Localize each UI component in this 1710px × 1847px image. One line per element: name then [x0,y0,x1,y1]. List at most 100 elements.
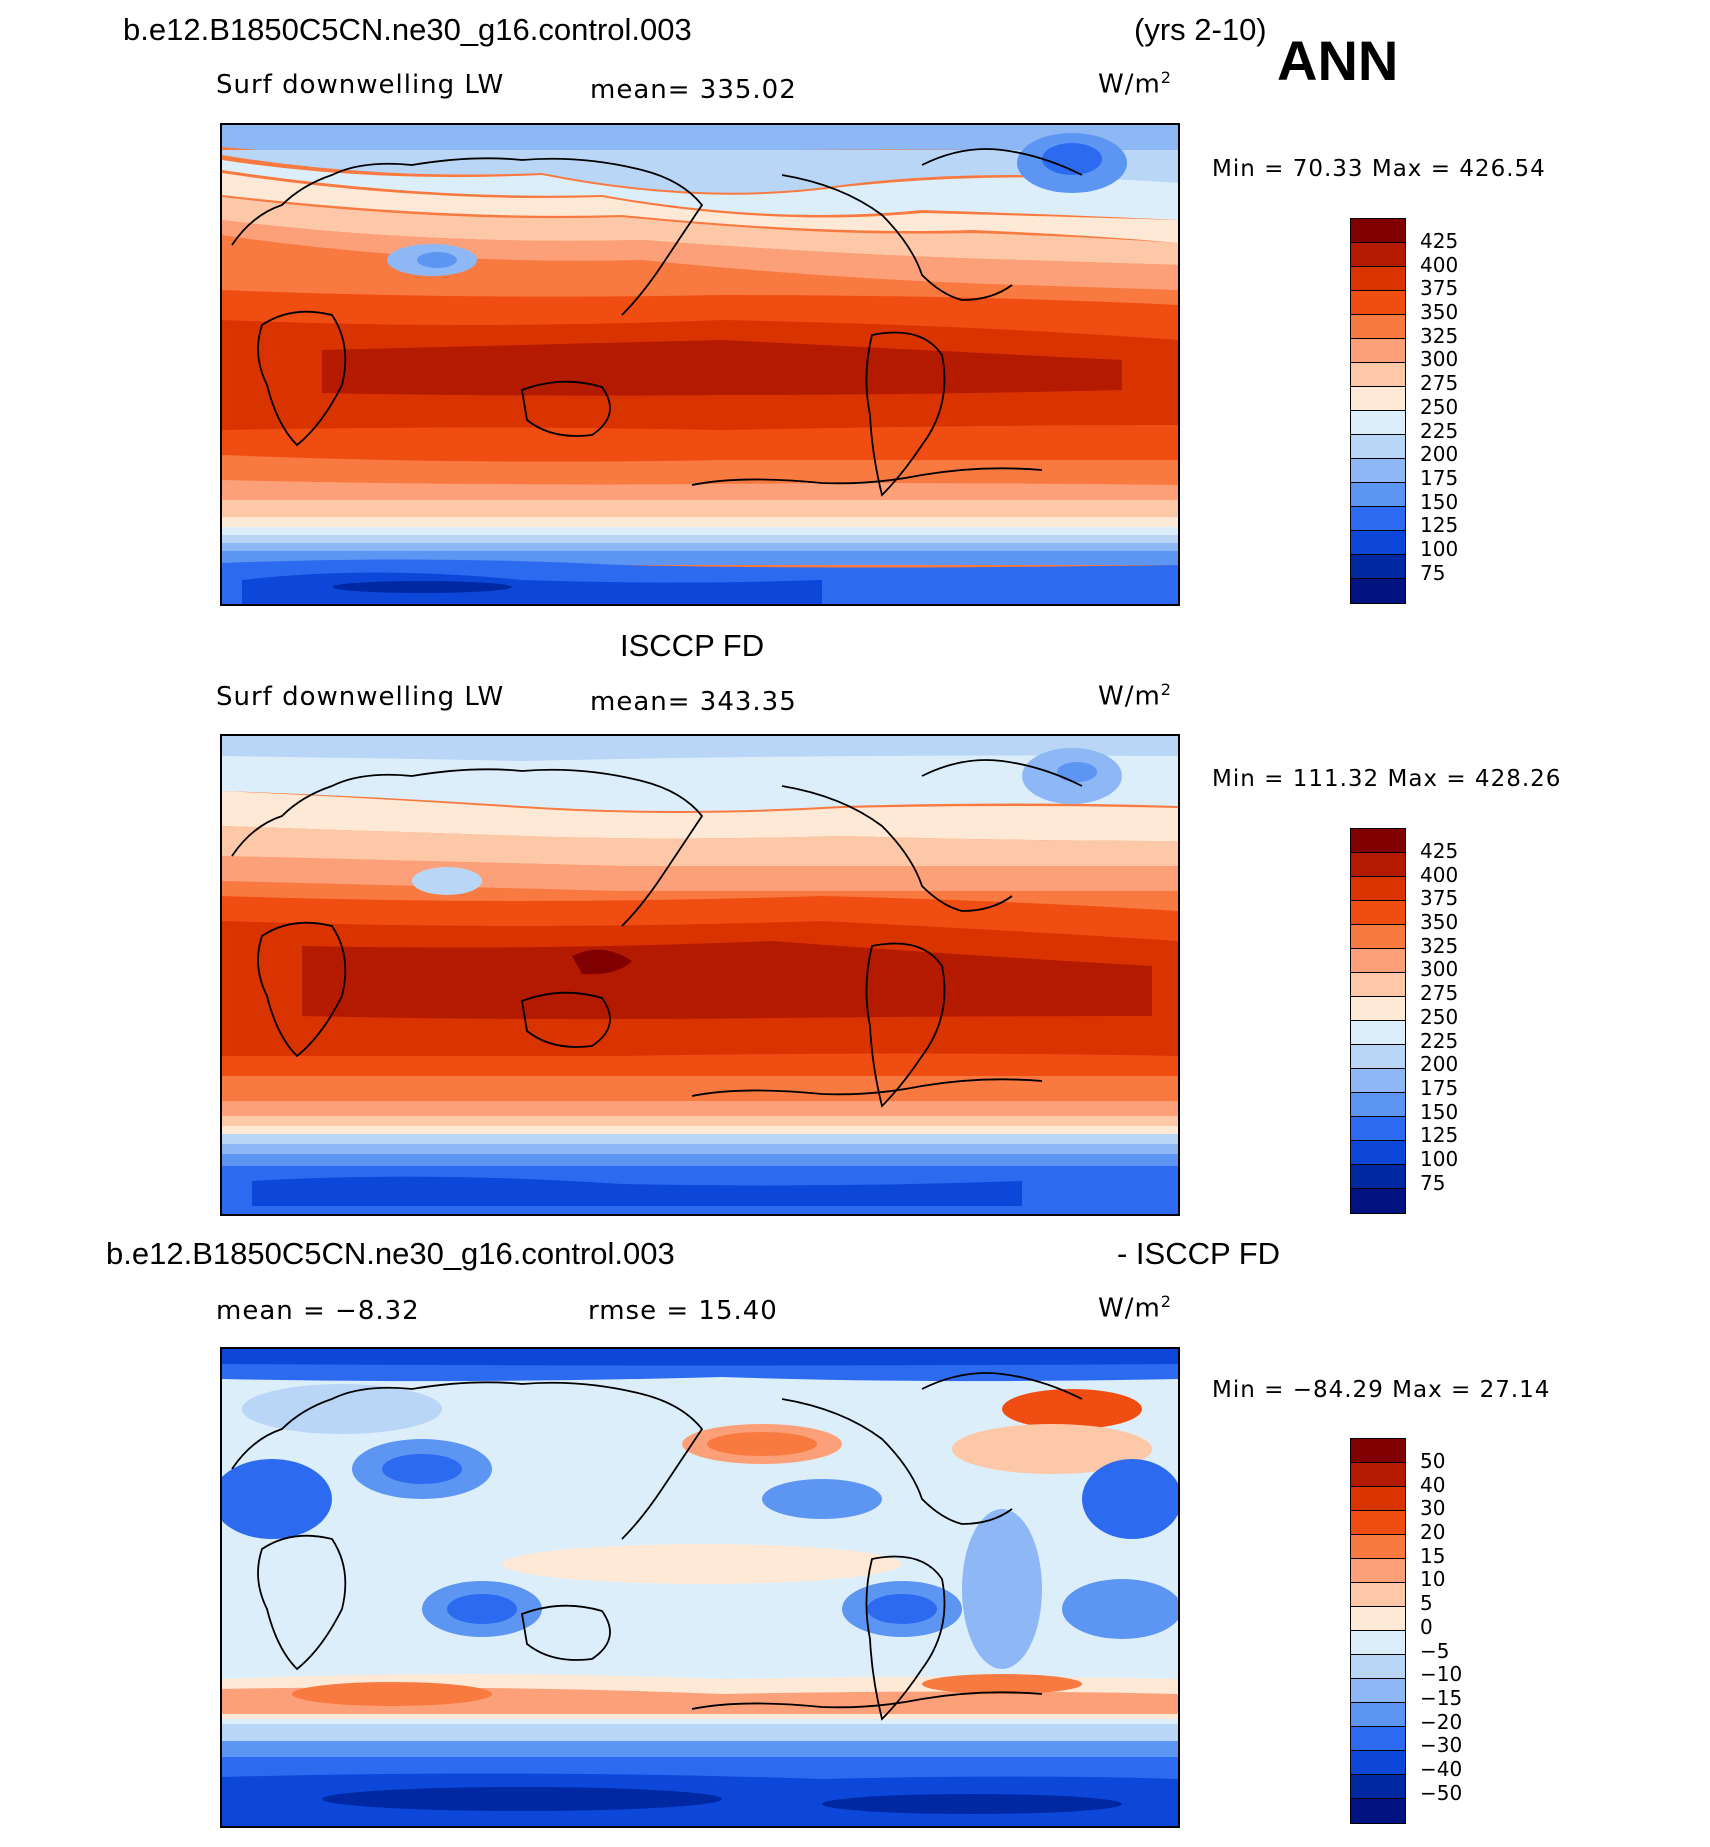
colorbar-swatch [1351,387,1405,411]
years-label: (yrs 2-10) [1134,12,1267,47]
panel3-map [220,1347,1180,1828]
colorbar-tick-label: 150 [1420,1099,1459,1124]
colorbar-swatch [1351,291,1405,315]
colorbar-swatch [1351,1069,1405,1093]
colorbar-tick-label: 225 [1420,1028,1459,1053]
colorbar-swatch [1351,901,1405,925]
colorbar-swatch [1351,1799,1405,1823]
colorbar-tick-label: 400 [1420,862,1459,887]
colorbar-swatch [1351,1511,1405,1535]
panel2-colorbar [1350,828,1406,1214]
colorbar-tick-label: 10 [1420,1567,1446,1592]
colorbar-tick-label: 175 [1420,1075,1459,1100]
colorbar-tick-label: 250 [1420,394,1459,419]
season-label: ANN [1277,29,1399,92]
colorbar-tick-label: 325 [1420,933,1459,958]
panel1-colorbar [1350,218,1406,604]
colorbar-tick-label: −10 [1420,1662,1463,1687]
panel3-title-left: b.e12.B1850C5CN.ne30_g16.control.003 [106,1236,675,1271]
colorbar-tick-label: 40 [1420,1472,1446,1497]
colorbar-tick-label: −30 [1420,1733,1463,1758]
colorbar-swatch [1351,1045,1405,1069]
colorbar-tick-label: 400 [1420,252,1459,277]
colorbar-swatch [1351,925,1405,949]
colorbar-swatch [1351,973,1405,997]
colorbar-tick-label: 350 [1420,910,1459,935]
colorbar-swatch [1351,1655,1405,1679]
colorbar-tick-label: 20 [1420,1520,1446,1545]
colorbar-tick-label: 300 [1420,347,1459,372]
colorbar-swatch [1351,1775,1405,1799]
colorbar-tick-label: −20 [1420,1709,1463,1734]
colorbar-swatch [1351,363,1405,387]
colorbar-tick-label: 250 [1420,1004,1459,1029]
colorbar-tick-label: −40 [1420,1756,1463,1781]
colorbar-tick-label: 325 [1420,323,1459,348]
colorbar-tick-label: 425 [1420,229,1459,253]
colorbar-tick-label: 175 [1420,465,1459,490]
panel3-title-right: - ISCCP FD [1117,1236,1281,1271]
colorbar-swatch [1351,1751,1405,1775]
colorbar-tick-label: 125 [1420,513,1459,538]
colorbar-swatch [1351,1487,1405,1511]
panel3-minmax: Min = −84.29 Max = 27.14 [1212,1377,1551,1403]
colorbar-tick-label: 30 [1420,1496,1446,1521]
colorbar-swatch [1351,1189,1405,1213]
colorbar-swatch [1351,1727,1405,1751]
panel2-map [220,734,1180,1216]
panel3-contour-field [222,1349,1178,1826]
colorbar-swatch [1351,531,1405,555]
colorbar-swatch [1351,1583,1405,1607]
colorbar-tick-label: 200 [1420,442,1459,467]
colorbar-tick-label: 350 [1420,300,1459,325]
colorbar-tick-label: 275 [1420,371,1459,396]
colorbar-swatch [1351,1559,1405,1583]
colorbar-swatch [1351,877,1405,901]
colorbar-tick-label: 200 [1420,1052,1459,1077]
colorbar-tick-label: 375 [1420,886,1459,911]
panel2-title: ISCCP FD [620,628,765,663]
colorbar-swatch [1351,267,1405,291]
panel3-colorbar [1350,1438,1406,1824]
colorbar-tick-label: −5 [1420,1638,1450,1663]
colorbar-tick-label: −50 [1420,1780,1463,1805]
panel1-contour-field [222,125,1178,604]
colorbar-swatch [1351,1021,1405,1045]
colorbar-tick-label: 300 [1420,957,1459,982]
colorbar-tick-label: −15 [1420,1685,1463,1710]
panel2-variable: Surf downwelling LW [216,682,505,712]
colorbar-swatch [1351,1607,1405,1631]
panel2-colorbar-labels: 425 400 375 350 325 300 275 250 225 200 175 150 125 1… [1420,839,1458,1194]
panel2-contour-field [222,736,1178,1214]
panel1-colorbar-labels: 425 400 375 350 325 300 275 250 225 200 175 150 125 1… [1420,229,1458,584]
colorbar-tick-label: 225 [1420,418,1459,443]
colorbar-swatch [1351,1093,1405,1117]
colorbar-tick-label: 125 [1420,1123,1459,1148]
colorbar-tick-label: 100 [1420,536,1459,561]
colorbar-swatch [1351,435,1405,459]
colorbar-swatch [1351,507,1405,531]
panel2-units: W/m2 [1098,680,1172,712]
colorbar-swatch [1351,1463,1405,1487]
colorbar-tick-label: 75 [1420,1170,1446,1195]
colorbar-tick-label: 100 [1420,1146,1459,1171]
colorbar-tick-label: 375 [1420,276,1459,301]
panel3-rmse: rmse = 15.40 [588,1296,778,1326]
colorbar-swatch [1351,339,1405,363]
panel2-mean: mean= 343.35 [590,687,797,717]
colorbar-tick-label: 75 [1420,560,1446,585]
colorbar-swatch [1351,1141,1405,1165]
panel3-units: W/m2 [1098,1292,1172,1324]
colorbar-swatch [1351,243,1405,267]
colorbar-tick-label: 275 [1420,981,1459,1006]
colorbar-swatch [1351,483,1405,507]
colorbar-swatch [1351,1631,1405,1655]
panel1-minmax: Min = 70.33 Max = 426.54 [1212,156,1546,182]
panel1-map [220,123,1180,606]
colorbar-swatch [1351,997,1405,1021]
panel1-units: W/m2 [1098,68,1172,100]
colorbar-tick-label: 50 [1420,1449,1446,1473]
colorbar-swatch [1351,411,1405,435]
colorbar-tick-label: 15 [1420,1543,1446,1568]
colorbar-swatch [1351,219,1405,243]
